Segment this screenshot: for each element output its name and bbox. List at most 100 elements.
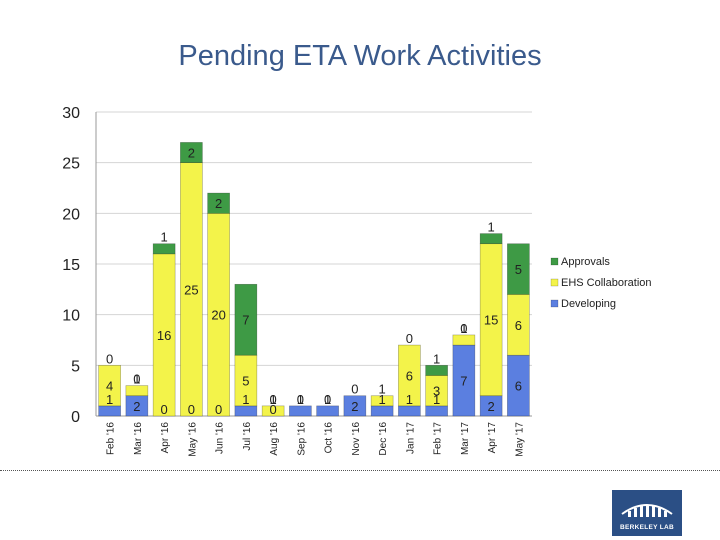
bar-segment	[98, 405, 121, 417]
data-label: 0	[188, 402, 195, 417]
data-label: 3	[433, 384, 440, 399]
footer-divider	[0, 470, 720, 471]
y-tick-label: 30	[62, 105, 80, 122]
x-tick-label: Mar '17	[460, 422, 471, 455]
x-tick-label: Mar '16	[133, 422, 144, 455]
data-label: 0	[406, 331, 413, 346]
data-label: 1	[161, 230, 168, 245]
x-tick-label: Nov '16	[351, 422, 362, 456]
data-label: 6	[515, 379, 522, 394]
y-tick-label: 5	[71, 358, 80, 375]
bar-segment	[370, 395, 394, 407]
bar-segment	[425, 365, 448, 376]
bar-segment	[261, 405, 285, 417]
data-label: 2	[133, 399, 140, 414]
data-label: 20	[211, 308, 225, 323]
data-label: 1	[297, 392, 304, 407]
legend-label: Developing	[561, 298, 616, 310]
data-label: 7	[460, 374, 467, 389]
data-label: 4	[106, 379, 113, 394]
bar-segment	[180, 142, 203, 163]
x-tick-label: Sep '16	[296, 422, 307, 456]
lab-building-icon	[621, 504, 673, 517]
bar-segment	[452, 334, 476, 346]
data-label: 1	[324, 392, 331, 407]
bar-segment	[98, 365, 121, 407]
bar-segment	[234, 405, 258, 417]
data-label: 5	[515, 262, 522, 277]
data-label: 0	[106, 351, 113, 366]
bar-segment	[370, 405, 394, 417]
bar-segment	[234, 283, 258, 356]
data-label: 0	[297, 392, 304, 407]
bar-segment	[507, 354, 530, 417]
data-label: 1	[133, 372, 140, 387]
data-label: 1	[379, 382, 386, 397]
logo-text: BERKELEY LAB	[619, 524, 675, 531]
data-label: 0	[324, 392, 331, 407]
x-tick-label: Feb '17	[433, 422, 444, 455]
bar-segment	[479, 233, 503, 245]
x-tick-label: May '17	[514, 422, 525, 457]
x-tick-label: Jan '17	[405, 422, 416, 454]
data-label: 1	[379, 392, 386, 407]
data-label: 1	[488, 220, 495, 235]
data-label: 0	[351, 382, 358, 397]
legend-label: Approvals	[561, 256, 610, 268]
data-label: 0	[133, 372, 140, 387]
bar-segment	[507, 243, 530, 295]
data-label: 0	[270, 392, 277, 407]
data-label: 1	[106, 392, 113, 407]
bar-segment	[180, 162, 203, 417]
data-label: 2	[351, 399, 358, 414]
data-label: 0	[215, 402, 222, 417]
data-label: 1	[460, 321, 467, 336]
data-label: 16	[157, 328, 171, 343]
bar-segment	[343, 395, 367, 417]
legend-swatch	[550, 257, 559, 266]
y-tick-label: 15	[62, 257, 80, 274]
bar-segment	[316, 405, 339, 417]
data-label: 1	[242, 392, 249, 407]
data-label: 5	[242, 374, 249, 389]
data-label: 1	[406, 392, 413, 407]
y-tick-label: 25	[62, 156, 80, 173]
data-label: 15	[484, 313, 498, 328]
data-label: 1	[433, 392, 440, 407]
bar-segment	[398, 344, 421, 407]
x-tick-label: Jul '16	[242, 422, 253, 451]
slide-title: Pending ETA Work Activities	[178, 40, 542, 72]
bar-segment	[452, 344, 476, 417]
x-tick-label: May '16	[187, 422, 198, 457]
bar-segment	[207, 192, 230, 214]
legend-swatch	[550, 278, 559, 287]
x-tick-label: Feb '16	[106, 422, 117, 455]
data-label: 2	[215, 196, 222, 211]
data-label: 6	[515, 318, 522, 333]
data-label: 0	[161, 402, 168, 417]
x-tick-label: Apr '16	[160, 422, 171, 454]
y-tick-label: 0	[71, 409, 80, 426]
data-label: 25	[184, 282, 198, 297]
legend-label: EHS Collaboration	[561, 277, 652, 289]
legend: Approvals EHS Collaboration Developing	[550, 256, 652, 310]
bar-segment	[398, 405, 421, 417]
data-label: 1	[433, 351, 440, 366]
x-tick-label: Apr '17	[487, 422, 498, 454]
x-tick-labels: Feb '16 Mar '16 Apr '16 May '16 Jun '16 Jul '…	[106, 422, 526, 457]
bar-segment	[152, 243, 176, 255]
data-label: 6	[406, 368, 413, 383]
legend-swatch	[550, 299, 559, 308]
data-label: 0	[270, 402, 277, 417]
bar-segment	[425, 405, 448, 417]
berkeley-lab-logo: BERKELEY LAB	[612, 490, 682, 536]
bars	[98, 142, 530, 417]
bar-segment	[289, 405, 312, 417]
data-label: 7	[242, 313, 249, 328]
y-tick-label: 20	[62, 206, 80, 223]
data-label: 0	[460, 321, 467, 336]
x-tick-label: Dec '16	[378, 422, 389, 456]
x-tick-label: Oct '16	[324, 422, 335, 454]
data-label: 1	[270, 392, 277, 407]
data-label: 2	[188, 146, 195, 161]
